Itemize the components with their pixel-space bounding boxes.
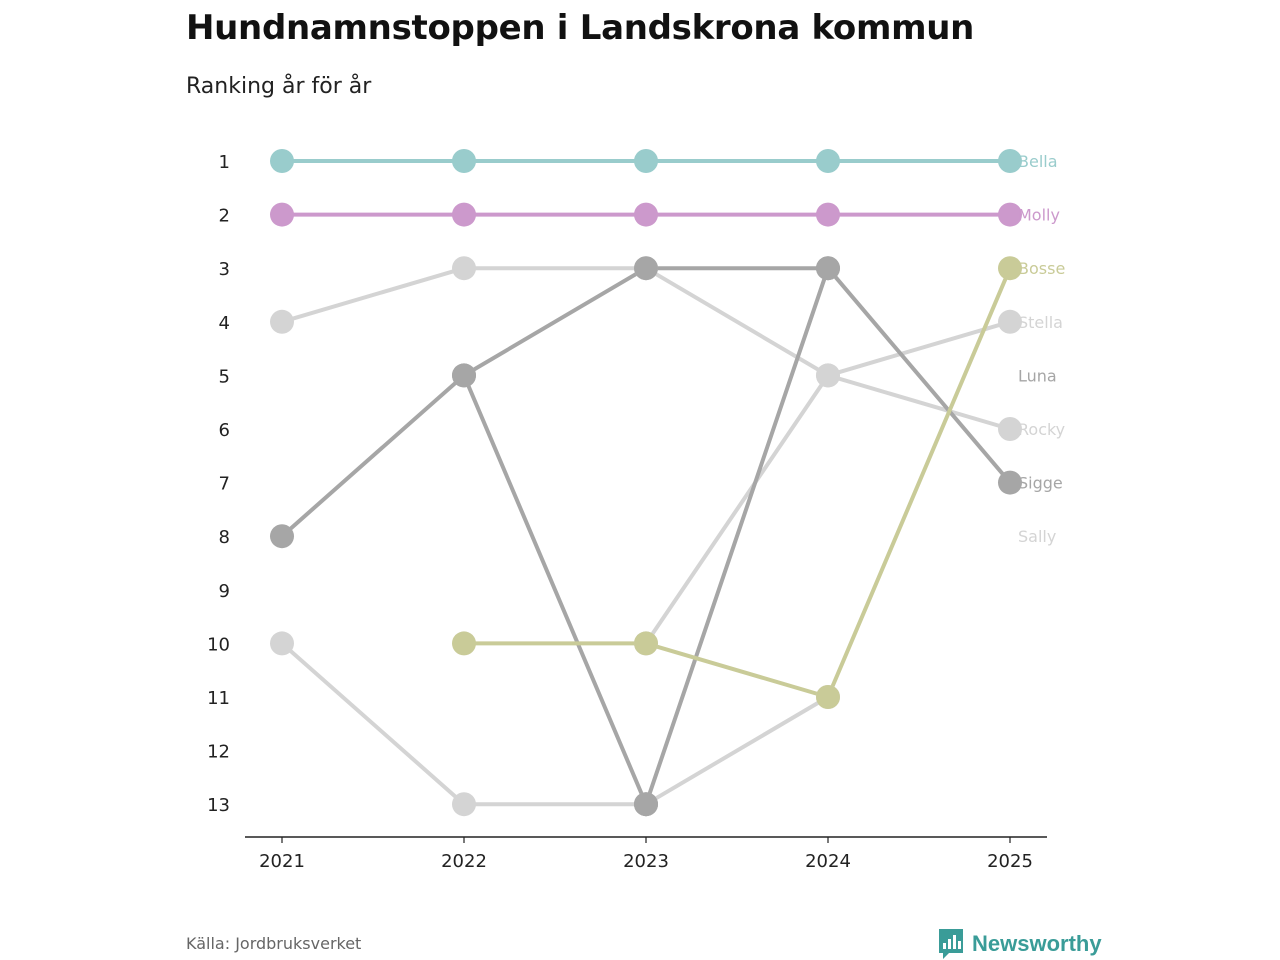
marker-bella: [816, 149, 840, 173]
series-line-sigge: [280, 266, 1012, 539]
marker-sigge: [816, 256, 840, 281]
end-labels: Bella Molly Bosse Stella Luna Rocky Sigge Sally: [1018, 152, 1065, 546]
series-line-rocky: [280, 266, 1012, 431]
marker-stella: [998, 309, 1022, 334]
marker-bella: [452, 149, 476, 173]
end-label-rocky: Rocky: [1018, 420, 1065, 439]
marker-bella: [998, 149, 1022, 173]
end-label-sally: Sally: [1018, 527, 1056, 546]
series-markers: [270, 149, 1022, 817]
marker-sally: [270, 631, 294, 656]
marker-sigge: [270, 524, 294, 549]
newsworthy-logo-icon: [939, 929, 963, 959]
marker-stella: [816, 363, 840, 388]
series-line-sally: [280, 641, 830, 807]
x-tick-label: 2022: [441, 851, 487, 872]
y-tick-label: 11: [207, 688, 230, 709]
x-axis-ticks: 2021 2022 2023 2024 2025: [259, 837, 1033, 872]
marker-sigge: [998, 470, 1022, 495]
y-tick-label: 2: [219, 206, 230, 227]
newsworthy-logo: Newsworthy: [938, 928, 1102, 960]
end-label-stella: Stella: [1018, 313, 1063, 332]
marker-bella: [270, 149, 294, 173]
series-line-bosse: [462, 266, 1012, 699]
x-tick-label: 2025: [987, 851, 1033, 872]
y-tick-label: 1: [219, 152, 230, 173]
marker-bella: [634, 149, 658, 173]
marker-molly: [998, 202, 1022, 227]
chart-subtitle: Ranking år för år: [186, 74, 372, 99]
marker-bosse: [998, 256, 1022, 281]
y-tick-label: 4: [219, 313, 230, 334]
y-tick-label: 8: [219, 527, 230, 548]
marker-bosse: [452, 631, 476, 656]
y-tick-label: 13: [207, 795, 230, 816]
x-tick-label: 2021: [259, 851, 305, 872]
marker-molly: [270, 202, 294, 227]
end-label-bella: Bella: [1018, 152, 1058, 171]
newsworthy-logo-text: Newsworthy: [972, 931, 1102, 956]
marker-bosse: [816, 685, 840, 709]
marker-molly: [452, 202, 476, 227]
y-tick-label: 9: [219, 581, 230, 602]
marker-stella2: [634, 792, 658, 817]
x-tick-label: 2024: [805, 851, 851, 872]
y-tick-label: 6: [219, 420, 230, 441]
marker-molly: [816, 202, 840, 227]
marker-bosse: [634, 631, 658, 656]
marker-sigge: [634, 256, 658, 281]
marker-molly: [634, 202, 658, 227]
end-label-bosse: Bosse: [1018, 259, 1065, 278]
y-tick-label: 3: [219, 259, 230, 280]
end-label-molly: Molly: [1018, 206, 1060, 225]
marker-stella2: [452, 363, 476, 388]
marker-sally: [452, 792, 476, 817]
end-label-sigge: Sigge: [1018, 474, 1063, 493]
source-note: Källa: Jordbruksverket: [186, 934, 362, 953]
end-label-luna: Luna: [1018, 366, 1057, 385]
y-tick-label: 12: [207, 742, 230, 763]
y-tick-label: 7: [219, 474, 230, 495]
x-tick-label: 2023: [623, 851, 669, 872]
chart-title: Hundnamnstoppen i Landskrona kommun: [186, 8, 975, 48]
marker-rocky: [452, 256, 476, 281]
y-tick-label: 5: [219, 366, 230, 387]
y-tick-label: 10: [207, 634, 230, 655]
marker-rocky: [270, 309, 294, 334]
series-line-stella2: [462, 373, 648, 807]
series-line-luna: [644, 266, 830, 807]
marker-rocky: [998, 417, 1022, 441]
